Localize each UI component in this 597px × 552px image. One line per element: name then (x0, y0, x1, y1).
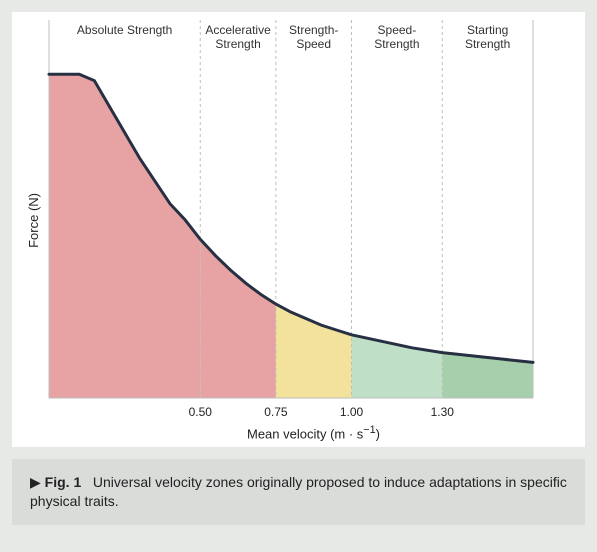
zone-label: Absolute Strength (77, 23, 172, 37)
zone-fill (276, 304, 352, 398)
caption-marker-icon: ▶ (30, 474, 41, 490)
figure-container: Force (N) Absolute Strength AccelerativeS… (0, 0, 597, 552)
figure-caption: ▶ Fig. 1 Universal velocity zones origin… (12, 459, 585, 525)
chart-panel: Force (N) Absolute Strength AccelerativeS… (12, 12, 585, 447)
x-tick-label: 0.75 (264, 405, 288, 419)
zone-fill (200, 239, 276, 398)
caption-text: Universal velocity zones originally prop… (30, 474, 567, 509)
zone-label: StartingStrength (465, 23, 510, 51)
zone-label: AccelerativeStrength (205, 23, 271, 51)
x-axis-label: Mean velocity (m · s−1) (22, 420, 575, 441)
figure-number: Fig. 1 (45, 474, 82, 490)
x-tick-label: 0.50 (189, 405, 213, 419)
force-velocity-chart: Absolute Strength AccelerativeStrength Str… (41, 20, 541, 420)
y-axis-label: Force (N) (22, 193, 41, 248)
plot-area: Absolute Strength AccelerativeStrength Str… (41, 20, 575, 420)
plot-row: Force (N) Absolute Strength AccelerativeS… (22, 20, 575, 420)
zone-fill (49, 74, 200, 398)
zone-label: Strength-Speed (289, 23, 338, 51)
x-tick-label: 1.30 (431, 405, 455, 419)
zone-label: Speed-Strength (374, 23, 419, 51)
x-tick-label: 1.00 (340, 405, 364, 419)
